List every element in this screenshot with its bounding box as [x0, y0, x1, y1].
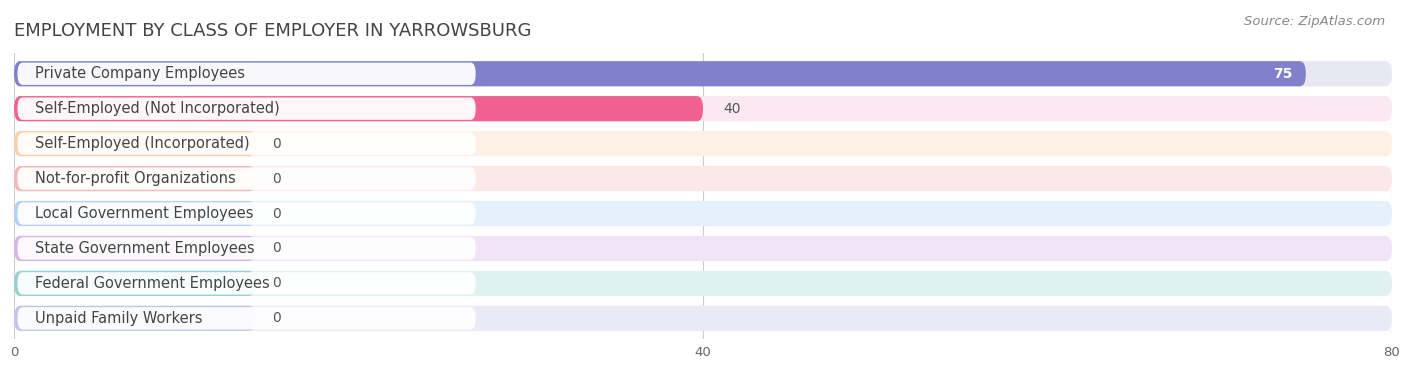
- FancyBboxPatch shape: [14, 96, 703, 121]
- FancyBboxPatch shape: [17, 63, 475, 85]
- Text: 0: 0: [273, 241, 281, 256]
- FancyBboxPatch shape: [14, 166, 256, 191]
- Text: Federal Government Employees: Federal Government Employees: [35, 276, 270, 291]
- Text: 0: 0: [273, 136, 281, 151]
- Text: Unpaid Family Workers: Unpaid Family Workers: [35, 311, 202, 326]
- FancyBboxPatch shape: [14, 271, 256, 296]
- Text: 0: 0: [273, 276, 281, 290]
- FancyBboxPatch shape: [17, 98, 475, 120]
- Text: Local Government Employees: Local Government Employees: [35, 206, 253, 221]
- Text: Self-Employed (Incorporated): Self-Employed (Incorporated): [35, 136, 249, 151]
- Text: EMPLOYMENT BY CLASS OF EMPLOYER IN YARROWSBURG: EMPLOYMENT BY CLASS OF EMPLOYER IN YARRO…: [14, 22, 531, 40]
- FancyBboxPatch shape: [17, 202, 475, 225]
- FancyBboxPatch shape: [14, 131, 256, 156]
- FancyBboxPatch shape: [17, 272, 475, 294]
- FancyBboxPatch shape: [14, 306, 1392, 331]
- FancyBboxPatch shape: [14, 201, 1392, 226]
- FancyBboxPatch shape: [17, 167, 475, 190]
- FancyBboxPatch shape: [14, 61, 1306, 86]
- FancyBboxPatch shape: [14, 96, 1392, 121]
- Text: Private Company Employees: Private Company Employees: [35, 66, 245, 81]
- Text: Self-Employed (Not Incorporated): Self-Employed (Not Incorporated): [35, 101, 280, 116]
- FancyBboxPatch shape: [14, 236, 1392, 261]
- Text: Not-for-profit Organizations: Not-for-profit Organizations: [35, 171, 235, 186]
- FancyBboxPatch shape: [17, 237, 475, 260]
- FancyBboxPatch shape: [14, 236, 256, 261]
- Text: 0: 0: [273, 207, 281, 221]
- FancyBboxPatch shape: [14, 306, 256, 331]
- FancyBboxPatch shape: [14, 131, 1392, 156]
- FancyBboxPatch shape: [14, 61, 1392, 86]
- FancyBboxPatch shape: [17, 307, 475, 329]
- Text: Source: ZipAtlas.com: Source: ZipAtlas.com: [1244, 15, 1385, 28]
- FancyBboxPatch shape: [14, 201, 256, 226]
- Text: 75: 75: [1272, 67, 1292, 81]
- FancyBboxPatch shape: [14, 166, 1392, 191]
- Text: 0: 0: [273, 172, 281, 185]
- FancyBboxPatch shape: [14, 271, 1392, 296]
- Text: 0: 0: [273, 311, 281, 325]
- Text: 40: 40: [724, 102, 741, 116]
- Text: State Government Employees: State Government Employees: [35, 241, 254, 256]
- FancyBboxPatch shape: [17, 132, 475, 155]
